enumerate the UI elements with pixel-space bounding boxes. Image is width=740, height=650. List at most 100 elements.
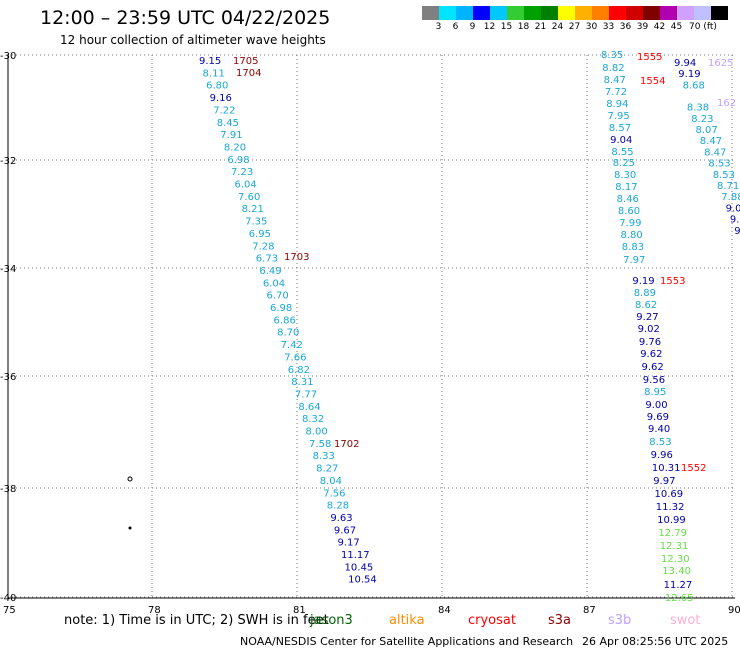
lon-tick-label: 87 [583, 605, 596, 616]
colorbar-swatch [626, 6, 643, 20]
wave-height-value: 7.91 [220, 130, 242, 141]
lon-tick-label: 84 [438, 605, 451, 616]
wave-height-value: 9.56 [643, 375, 665, 386]
wave-height-value: 9.62 [640, 349, 662, 360]
wave-height-value: 8.95 [644, 387, 666, 398]
colorbar-swatch [592, 6, 609, 20]
lat-tick-label: -40 [0, 593, 16, 604]
wave-height-value: 12.79 [658, 528, 687, 539]
wave-height-value: 9.19 [678, 69, 700, 80]
wave-height-value: 8.28 [327, 501, 349, 512]
wave-height-value: 9.63 [330, 513, 352, 524]
pass-time-label: 1554 [640, 76, 665, 87]
legend-swot: swot [670, 613, 701, 628]
wave-height-value: 10.45 [345, 562, 374, 573]
lat-tick-label: -36 [0, 372, 16, 383]
colorbar-swatch [439, 6, 456, 20]
colorbar-label: 3 [435, 22, 442, 32]
timestamp: 26 Apr 08:25:56 UTC 2025 [582, 635, 729, 648]
wave-height-value: 6.49 [259, 266, 281, 277]
wave-height-value: 9.04 [610, 135, 632, 146]
colorbar-swatch [660, 6, 677, 20]
lon-tick-label: 75 [3, 605, 16, 616]
wave-height-value: 8.38 [687, 103, 709, 114]
wave-height-value: 8.46 [617, 194, 639, 205]
legend-s3b: s3b [608, 613, 632, 628]
colorbar-label: 70 (ft) [689, 22, 717, 32]
wave-height-value: 7.72 [605, 87, 627, 98]
wave-height-value: 6.04 [235, 180, 257, 191]
colorbar-label: 21 [534, 22, 547, 32]
footnote: note: 1) Time is in UTC; 2) SWH is in fe… [64, 613, 329, 628]
wave-height-value: 8.60 [618, 206, 640, 217]
wave-height-value: 8.53 [713, 170, 735, 181]
wave-height-value: 7.97 [623, 255, 645, 266]
wave-height-value: 9.19 [632, 276, 654, 287]
wave-height-value: 13.40 [662, 566, 691, 577]
page-title: 12:00 – 23:59 UTC 04/22/2025 [40, 7, 331, 29]
colorbar-swatch [541, 6, 558, 20]
credit-line: NOAA/NESDIS Center for Satellite Applica… [240, 635, 574, 648]
wave-height-value: 8.11 [203, 68, 225, 79]
lon-tick-label: 90 [728, 605, 740, 616]
wave-height-value: 7.23 [231, 167, 253, 178]
colorbar-label: 27 [568, 22, 581, 32]
wave-height-value: 8.20 [224, 142, 246, 153]
colorbar-label: 6 [452, 22, 459, 32]
lon-tick-label: 81 [293, 605, 306, 616]
lat-tick-label: -34 [0, 264, 16, 275]
wave-height-value: 10.99 [657, 515, 686, 526]
wave-height-value: 8.07 [696, 125, 718, 136]
wave-height-value: 9.62 [642, 362, 664, 373]
wave-height-value: 12.31 [660, 541, 689, 552]
pass-time-label: 1625 [708, 58, 733, 69]
wave-height-value: 8.45 [217, 118, 239, 129]
wave-height-value: 9.00 [645, 400, 667, 411]
wave-height-value: 8.27 [316, 464, 338, 475]
page-subtitle: 12 hour collection of altimeter wave hei… [60, 33, 326, 47]
legend-cryosat: cryosat [468, 613, 516, 628]
pass-time-label: 1702 [334, 439, 359, 450]
wave-height-value: 6.73 [256, 254, 278, 265]
wave-height-value: 8.64 [298, 402, 320, 413]
wave-height-value: 12.30 [661, 554, 690, 565]
colorbar-swatch [507, 6, 524, 20]
wave-height-value: 8.47 [704, 147, 726, 158]
colorbar-swatch [677, 6, 694, 20]
wave-height-value: 9.03 [734, 226, 740, 237]
wave-height-value: 7.35 [245, 217, 267, 228]
colorbar-swatch [643, 6, 660, 20]
wave-height-value: 7.88 [721, 192, 740, 203]
wave-height-value: 7.28 [252, 241, 274, 252]
wave-height-value: 7.66 [284, 352, 306, 363]
wave-height-value: 7.60 [238, 192, 260, 203]
colorbar-swatch [558, 6, 575, 20]
wave-height-value: 9.27 [636, 312, 658, 323]
wave-height-value: 9.15 [199, 56, 221, 67]
legend-jason3: jason3 [310, 613, 353, 628]
wave-height-value: 8.94 [606, 99, 628, 110]
wave-height-value: 8.17 [615, 182, 637, 193]
wave-height-value: 6.95 [249, 229, 271, 240]
wave-height-value: 7.42 [281, 340, 303, 351]
wave-height-value: 8.62 [635, 300, 657, 311]
colorbar-label: 45 [670, 22, 683, 32]
lat-tick-label: -38 [0, 484, 16, 495]
colorbar-swatch [473, 6, 490, 20]
wave-height-value: 8.33 [313, 451, 335, 462]
wave-height-value: 6.98 [227, 155, 249, 166]
wave-height-value: 11.27 [664, 580, 693, 591]
wave-height-value: 8.25 [613, 158, 635, 169]
wave-height-value: 9.40 [648, 424, 670, 435]
lat-tick-label: -30 [0, 51, 16, 62]
wave-height-value: 6.86 [274, 315, 296, 326]
wave-height-value: 8.53 [708, 159, 730, 170]
colorbar-label: 42 [653, 22, 666, 32]
wave-height-value: 9.17 [337, 538, 359, 549]
colorbar-label: 33 [602, 22, 615, 32]
wave-height-value: 8.70 [277, 328, 299, 339]
colorbar-swatch [575, 6, 592, 20]
wave-height-value: 8.35 [601, 50, 623, 61]
wave-height-value: 6.80 [206, 81, 228, 92]
